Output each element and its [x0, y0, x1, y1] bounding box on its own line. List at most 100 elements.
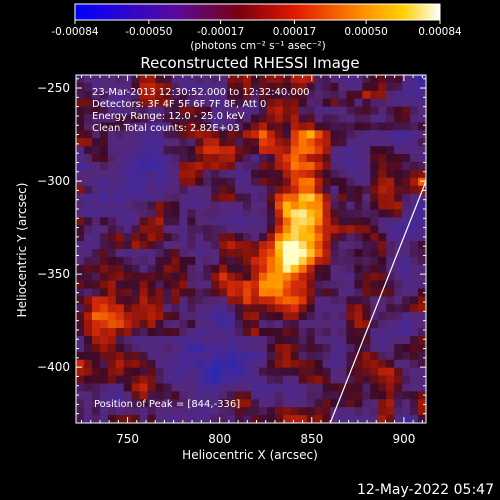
heatmap-cell [362, 296, 371, 305]
heatmap-cell [155, 343, 164, 353]
heatmap-cell [107, 169, 117, 179]
heatmap-cell [163, 415, 172, 424]
heatmap-cell [115, 122, 125, 131]
heatmap-cell [258, 241, 268, 250]
heatmap-cell [139, 256, 148, 266]
heatmap-cell [163, 90, 172, 100]
heatmap-cell [410, 233, 419, 242]
heatmap-cell [322, 90, 331, 100]
heatmap-cell [235, 312, 244, 321]
heatmap-cell [179, 359, 188, 368]
heatmap-cell [115, 169, 125, 179]
heatmap-cell [147, 114, 156, 123]
heatmap-cell [211, 359, 220, 368]
heatmap-cell [362, 375, 371, 384]
heatmap-cell [227, 272, 236, 281]
heatmap-cell [83, 241, 93, 250]
heatmap-cell [163, 280, 172, 289]
heatmap-cell [211, 367, 220, 376]
heatmap-cell [139, 407, 148, 416]
heatmap-cell [266, 130, 276, 139]
heatmap-cell [418, 154, 427, 163]
heatmap-cell [298, 193, 307, 202]
heatmap-cell [418, 264, 427, 274]
heatmap-cell [227, 328, 236, 337]
heatmap-cell [322, 162, 331, 171]
heatmap-cell [107, 130, 117, 139]
heatmap-cell [139, 106, 148, 115]
heatmap-cell [163, 130, 172, 139]
heatmap-cell [266, 114, 276, 123]
heatmap-cell [83, 343, 93, 353]
heatmap-cell [123, 288, 132, 297]
heatmap-cell [290, 359, 300, 368]
heatmap-cell [338, 264, 347, 274]
heatmap-cell [370, 122, 379, 131]
heatmap-cell [306, 185, 315, 194]
heatmap-cell [274, 272, 284, 281]
heatmap-cell [338, 98, 347, 107]
heatmap-cell [219, 106, 228, 115]
heatmap-cell [322, 98, 331, 107]
heatmap-cell [115, 304, 125, 313]
heatmap-cell [386, 233, 395, 242]
heatmap-cell [219, 288, 228, 297]
heatmap-cell [266, 280, 276, 289]
heatmap-cell [211, 351, 220, 361]
heatmap-cell [163, 177, 172, 187]
heatmap-cell [131, 399, 140, 408]
heatmap-cell [76, 114, 85, 123]
heatmap-cell [163, 209, 172, 218]
heatmap-cell [219, 162, 228, 171]
heatmap-cell [115, 90, 125, 100]
heatmap-cell [235, 320, 244, 329]
colorbar-tick-label: 0.00084 [418, 26, 462, 38]
heatmap-cell [322, 193, 331, 202]
heatmap-cell [258, 146, 268, 155]
heatmap-cell [370, 201, 379, 210]
heatmap-cell [282, 169, 292, 179]
heatmap-cell [155, 169, 164, 179]
heatmap-cell [91, 169, 101, 179]
heatmap-cell [99, 82, 109, 92]
heatmap-cell [147, 106, 156, 115]
heatmap-cell [410, 201, 419, 210]
heatmap-cell [251, 312, 260, 321]
heatmap-cell [139, 98, 148, 107]
heatmap-cell [362, 209, 371, 218]
heatmap-cell [131, 272, 140, 281]
heatmap-cell [91, 82, 101, 92]
heatmap-cell [322, 288, 331, 297]
heatmap-cell [187, 217, 196, 226]
heatmap-cell [91, 217, 101, 226]
heatmap-cell [195, 193, 204, 202]
heatmap-cell [115, 328, 125, 337]
heatmap-cell [346, 272, 355, 281]
heatmap-cell [362, 193, 371, 202]
heatmap-cell [266, 154, 276, 163]
heatmap-cell [410, 312, 419, 321]
heatmap-cell [83, 399, 93, 408]
heatmap-cell [219, 359, 228, 368]
heatmap-cell [410, 130, 419, 139]
heatmap-cell [410, 122, 419, 131]
heatmap-cell [306, 312, 315, 321]
heatmap-cell [362, 154, 371, 163]
heatmap-cell [131, 193, 140, 202]
heatmap-cell [91, 391, 101, 400]
heatmap-cell [274, 169, 284, 179]
heatmap-cell [282, 241, 292, 250]
heatmap-cell [83, 185, 93, 194]
heatmap-cell [338, 391, 347, 400]
heatmap-cell [235, 114, 244, 123]
heatmap-cell [211, 264, 220, 274]
heatmap-cell [171, 328, 180, 337]
heatmap-cell [274, 288, 284, 297]
heatmap-cell [330, 336, 339, 345]
heatmap-cell [354, 296, 363, 305]
heatmap-cell [378, 367, 387, 376]
heatmap-cell [155, 312, 164, 321]
heatmap-cell [330, 296, 339, 305]
heatmap-cell [330, 375, 339, 384]
heatmap-cell [386, 264, 395, 274]
